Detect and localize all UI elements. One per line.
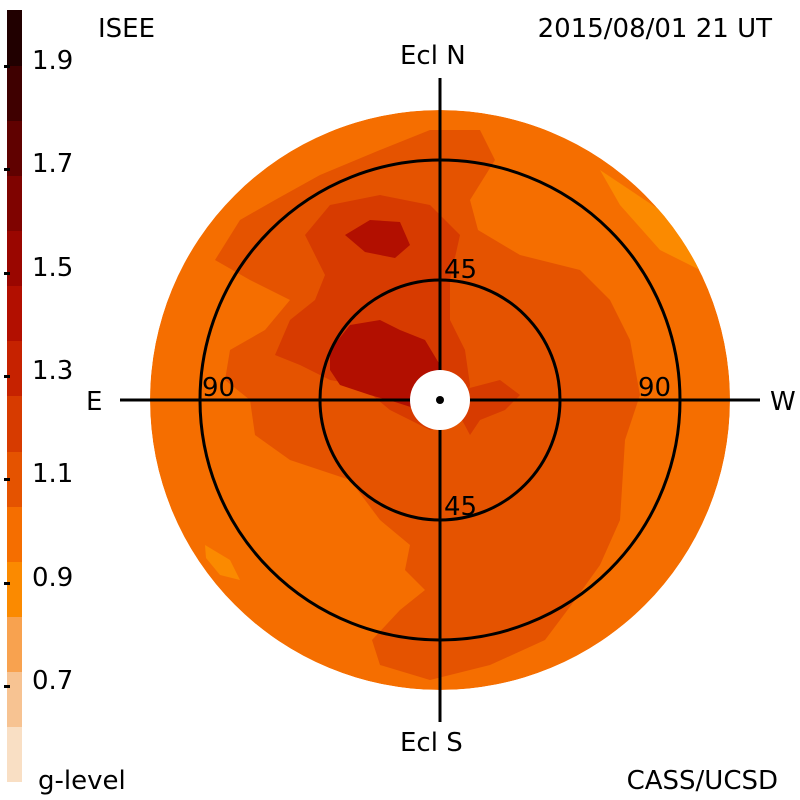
colorbar-tick bbox=[4, 374, 10, 378]
axis-label-west: W bbox=[770, 387, 796, 417]
timestamp-label: 2015/08/01 21 UT bbox=[537, 14, 772, 44]
colorbar-segment bbox=[7, 451, 22, 507]
instrument-label: ISEE bbox=[98, 14, 156, 44]
peak-region bbox=[345, 220, 410, 258]
colorbar-segment bbox=[7, 616, 22, 673]
colorbar-segment bbox=[7, 120, 22, 176]
colorbar-tick-label: 1.1 bbox=[32, 459, 74, 490]
colorbar-title: g-level bbox=[38, 766, 126, 796]
colorbar-segment bbox=[7, 340, 22, 397]
colorbar-tick bbox=[4, 271, 10, 275]
colorbar-tick bbox=[4, 684, 10, 688]
colorbar-segment bbox=[7, 561, 22, 618]
axis-label-east: E bbox=[86, 387, 103, 417]
colorbar-segment bbox=[7, 175, 22, 232]
ring-label-45-bottom: 45 bbox=[444, 492, 478, 522]
low-region bbox=[600, 170, 700, 270]
ring-label-45-top: 45 bbox=[444, 255, 478, 285]
colorbar-segment bbox=[7, 396, 22, 452]
low-region bbox=[205, 545, 240, 580]
peak-region bbox=[330, 320, 440, 410]
axis-label-south: Ecl S bbox=[400, 728, 463, 758]
colorbar-segment bbox=[7, 671, 22, 728]
axis-label-north: Ecl N bbox=[400, 41, 466, 71]
colorbar-tick bbox=[4, 168, 10, 172]
sun-center-dot bbox=[436, 396, 444, 404]
colorbar-tick-label: 1.5 bbox=[32, 252, 74, 283]
high-region bbox=[462, 380, 520, 435]
colorbar-tick-label: 1.3 bbox=[32, 355, 74, 386]
colorbar-tick bbox=[4, 478, 10, 482]
colorbar-tick-label: 0.7 bbox=[32, 665, 74, 696]
colorbar-segment bbox=[7, 506, 22, 562]
colorbar-segment bbox=[7, 726, 22, 783]
colorbar-tick-label: 1.7 bbox=[32, 149, 74, 180]
colorbar-tick bbox=[4, 581, 10, 585]
ring-label-90-left: 90 bbox=[202, 373, 236, 403]
colorbar-segment bbox=[7, 285, 22, 342]
colorbar-segment bbox=[7, 10, 22, 66]
colorbar-tick bbox=[4, 65, 10, 68]
colorbar bbox=[7, 10, 22, 783]
colorbar-tick-label: 0.9 bbox=[32, 562, 74, 593]
credit-label: CASS/UCSD bbox=[626, 766, 778, 796]
ring-label-90-right: 90 bbox=[638, 373, 672, 403]
colorbar-segment bbox=[7, 230, 22, 287]
colorbar-tick-label: 1.9 bbox=[32, 46, 74, 76]
colorbar-segment bbox=[7, 65, 22, 121]
